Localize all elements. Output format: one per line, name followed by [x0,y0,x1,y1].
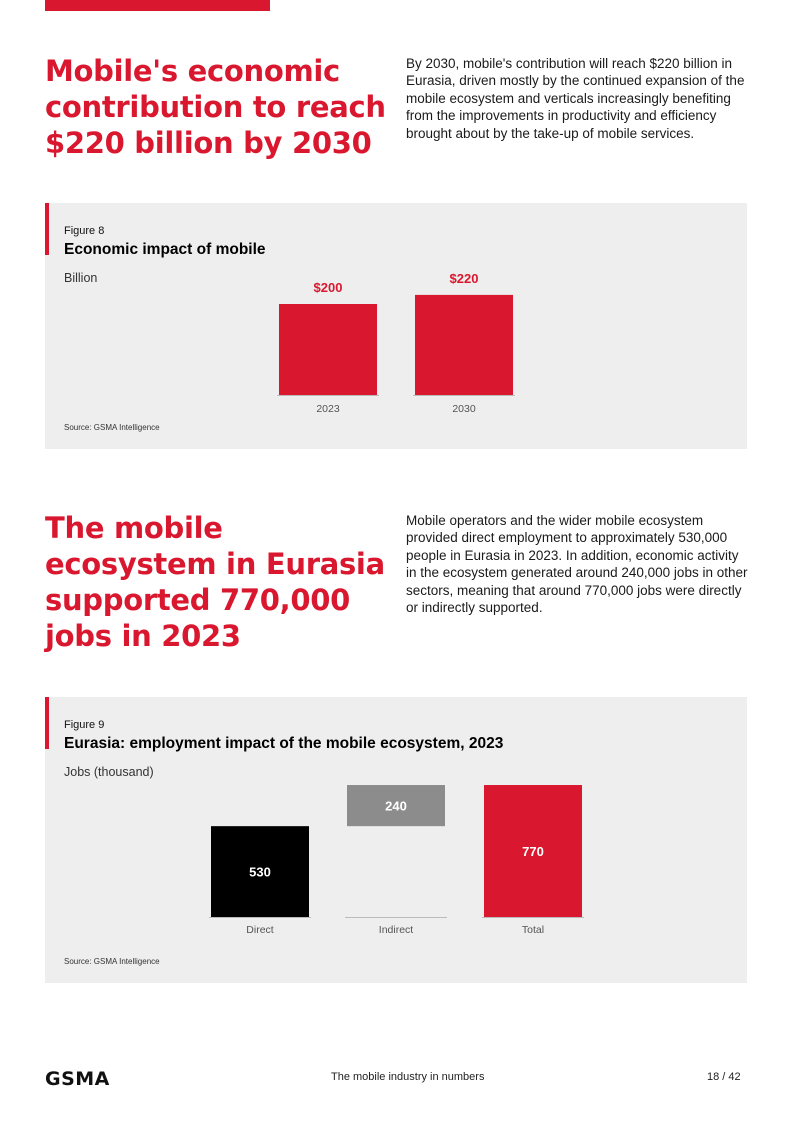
headline-line: The mobile [45,511,223,545]
data-label-total: 770 [522,844,544,859]
section1-headline: Mobile's economic contribution to reach … [45,53,395,161]
x-tick-direct: Direct [246,924,274,936]
gsma-logo: GSMA [45,1068,110,1090]
headline-line: $220 billion by 2030 [45,126,372,160]
figure9-source: Source: GSMA Intelligence [64,957,160,966]
figure8-title: Economic impact of mobile [64,241,266,258]
figure8-panel: Figure 8 Economic impact of mobile Billi… [45,203,747,449]
data-label-2023: $200 [314,280,343,295]
top-accent-bar [45,0,270,11]
data-label-indirect: 240 [385,799,407,814]
figure9-accent [45,697,49,749]
figure8-source: Source: GSMA Intelligence [64,423,160,432]
figure9-unit: Jobs (thousand) [64,765,154,779]
figure9-title: Eurasia: employment impact of the mobile… [64,735,504,752]
headline-line: ecosystem in Eurasia [45,547,385,581]
bar-total [484,785,582,917]
headline-line: supported 770,000 [45,583,351,617]
figure8-chart: $200 2023 $220 2030 [277,271,515,415]
headline-line: contribution to reach [45,90,386,124]
figure9-number: Figure 9 [64,719,105,731]
bar-indirect [347,785,445,827]
x-tick-indirect: Indirect [379,924,414,936]
section2-intro: Mobile operators and the wider mobile ec… [406,513,748,616]
headline-line: Mobile's economic [45,54,340,88]
data-label-direct: 530 [249,865,271,880]
figure9-chart: 530 Direct 240 Indirect 770 Total [209,785,584,936]
page-number: 18 / 42 [707,1071,741,1083]
data-label-2030: $220 [450,271,479,286]
section1-intro: By 2030, mobile's contribution will reac… [406,56,745,141]
x-tick-2023: 2023 [316,403,340,415]
section2-headline: The mobile ecosystem in Eurasia supporte… [45,510,395,654]
figure8-number: Figure 8 [64,225,105,237]
bar-direct [211,826,309,917]
figure9-panel: Figure 9 Eurasia: employment impact of t… [45,697,747,983]
bar-2030 [415,294,513,395]
x-tick-total: Total [522,924,544,936]
headline-line: jobs in 2023 [45,619,241,653]
bar-2023 [279,304,377,395]
footer-title: The mobile industry in numbers [331,1071,485,1083]
figure8-accent [45,203,49,255]
figure8-unit: Billion [64,271,98,285]
x-tick-2030: 2030 [452,403,476,415]
